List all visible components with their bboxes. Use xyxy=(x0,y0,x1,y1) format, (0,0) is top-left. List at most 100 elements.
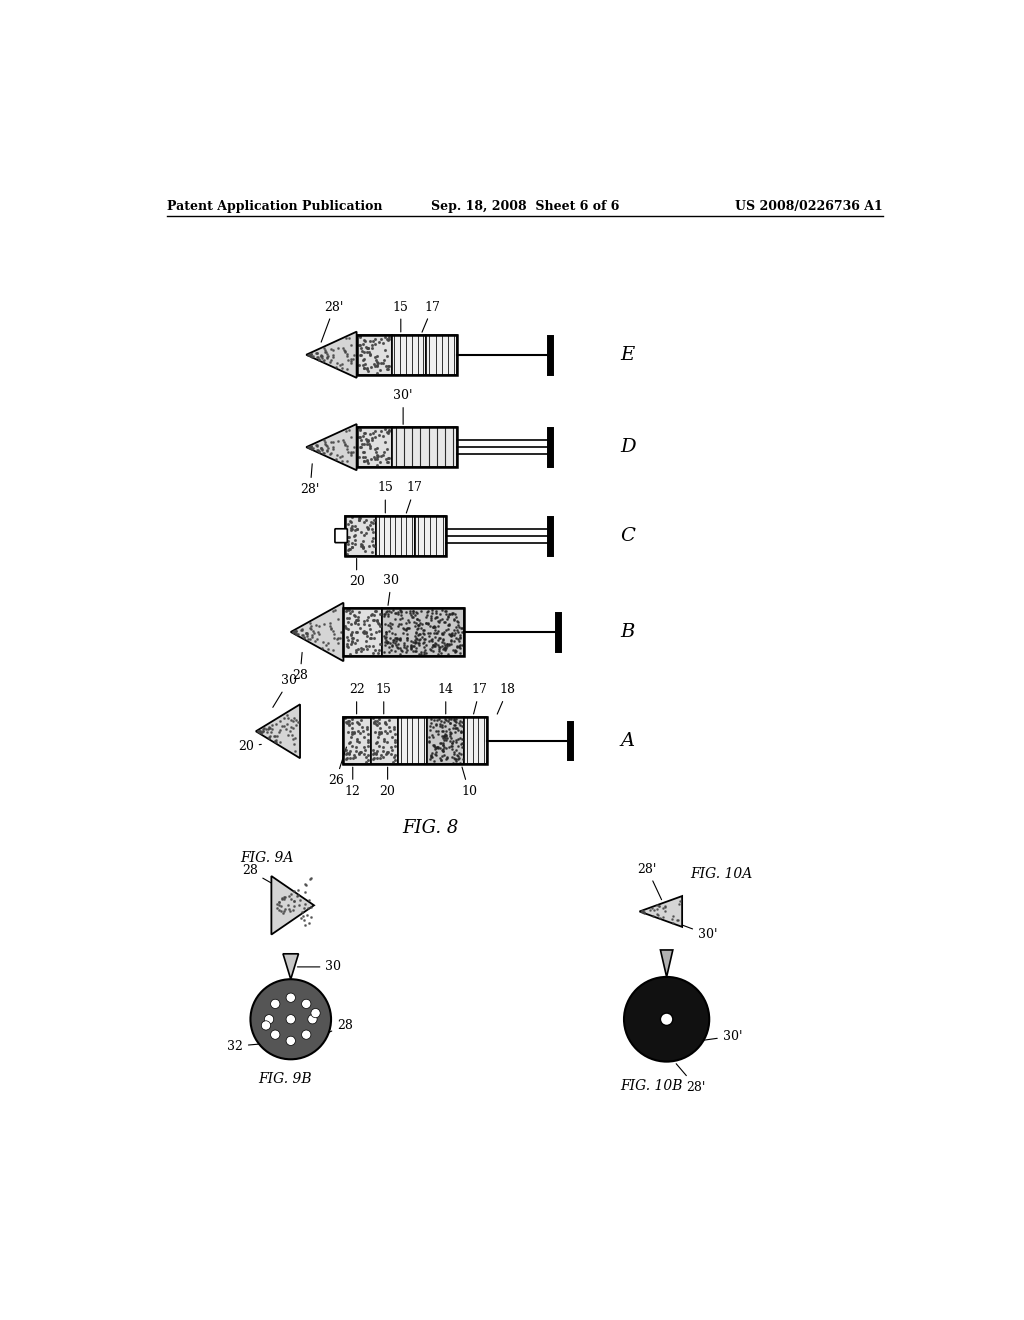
Point xyxy=(425,616,441,638)
Point xyxy=(430,635,446,656)
Point xyxy=(435,744,452,766)
Point xyxy=(339,346,355,367)
Point xyxy=(369,445,385,466)
Point xyxy=(408,615,424,636)
Point xyxy=(343,713,359,734)
Point xyxy=(392,609,409,630)
Point xyxy=(340,710,356,731)
Point xyxy=(445,752,462,774)
Point xyxy=(359,338,376,359)
Point xyxy=(410,632,426,653)
Point xyxy=(387,730,403,751)
Point xyxy=(336,432,352,453)
Point xyxy=(382,632,398,653)
Point xyxy=(340,618,356,639)
Point xyxy=(347,632,364,653)
Point xyxy=(346,722,362,743)
Point xyxy=(450,746,466,767)
Point xyxy=(421,631,437,652)
Point xyxy=(446,710,463,731)
Text: E: E xyxy=(621,346,635,364)
Point xyxy=(454,711,470,733)
Point xyxy=(411,623,427,644)
Point xyxy=(361,636,378,657)
Point xyxy=(425,717,441,738)
Point xyxy=(450,615,466,636)
Point xyxy=(429,737,445,758)
Point xyxy=(435,737,452,758)
Point xyxy=(376,603,392,624)
Point xyxy=(379,632,395,653)
Point xyxy=(368,348,384,370)
Point xyxy=(437,635,454,656)
Point xyxy=(415,623,431,644)
Point xyxy=(251,721,267,742)
Point xyxy=(338,327,354,348)
Point xyxy=(407,632,423,653)
Point xyxy=(438,726,455,747)
Point xyxy=(319,639,336,660)
Circle shape xyxy=(270,1030,280,1039)
Point xyxy=(341,525,357,546)
Point xyxy=(424,742,440,763)
Point xyxy=(421,731,437,752)
Point xyxy=(280,895,296,916)
Point xyxy=(443,624,460,645)
Point xyxy=(436,632,453,653)
Circle shape xyxy=(286,1036,295,1045)
Point xyxy=(283,888,299,909)
Point xyxy=(342,741,358,762)
Point xyxy=(454,620,470,642)
Point xyxy=(665,906,681,927)
Point xyxy=(367,346,383,367)
Point xyxy=(358,610,375,631)
Point xyxy=(364,541,380,562)
Point xyxy=(378,731,394,752)
Point xyxy=(336,339,352,360)
Point xyxy=(431,636,447,657)
Point xyxy=(425,734,441,755)
Point xyxy=(413,601,429,622)
Point xyxy=(335,430,351,451)
Point xyxy=(369,352,385,374)
Point xyxy=(358,510,375,531)
Point xyxy=(454,744,470,766)
Point xyxy=(358,516,375,537)
Point xyxy=(401,601,418,622)
Text: FIG. 9A: FIG. 9A xyxy=(241,850,294,865)
Point xyxy=(383,743,399,764)
Point xyxy=(446,714,463,735)
Point xyxy=(347,612,364,634)
Point xyxy=(343,348,359,370)
Point xyxy=(423,609,439,630)
Point xyxy=(264,714,281,735)
Point xyxy=(313,438,330,459)
Polygon shape xyxy=(660,950,673,977)
Point xyxy=(260,718,276,739)
Point xyxy=(289,886,305,907)
Point xyxy=(285,622,301,643)
Point xyxy=(368,441,384,462)
Point xyxy=(367,438,383,459)
Point xyxy=(355,531,372,552)
Point xyxy=(445,743,462,764)
Point xyxy=(399,623,416,644)
Point xyxy=(442,624,459,645)
Point xyxy=(376,418,392,440)
Point xyxy=(323,615,339,636)
Point xyxy=(447,730,464,751)
Point xyxy=(367,421,383,442)
Point xyxy=(422,622,438,643)
Point xyxy=(426,751,442,772)
Point xyxy=(314,632,331,653)
Point xyxy=(360,731,377,752)
Point xyxy=(294,619,310,640)
Point xyxy=(354,442,371,463)
Point xyxy=(436,726,453,747)
Point xyxy=(356,422,373,444)
Point xyxy=(439,618,456,639)
Point xyxy=(359,430,376,451)
Point xyxy=(365,739,381,760)
Text: 30: 30 xyxy=(272,675,297,708)
Point xyxy=(380,603,396,624)
